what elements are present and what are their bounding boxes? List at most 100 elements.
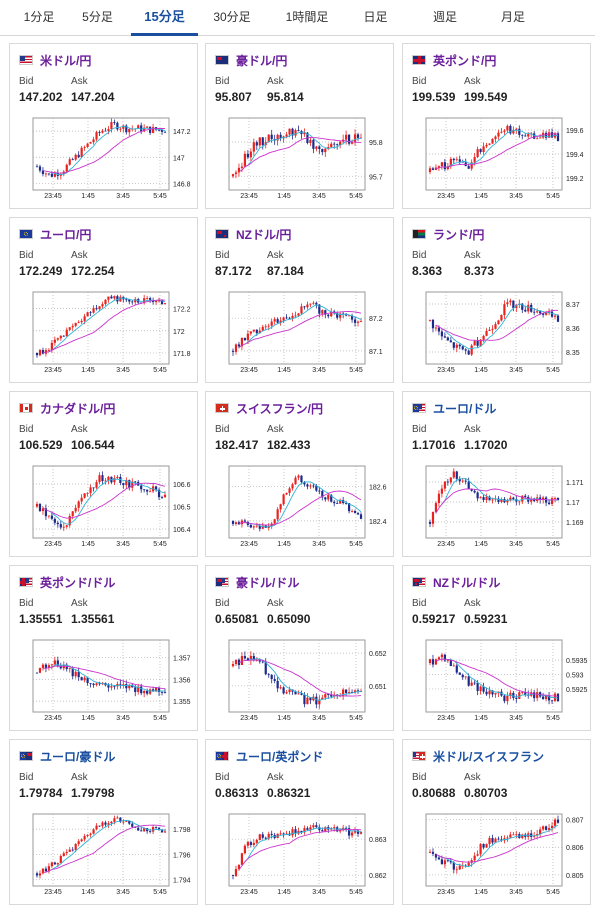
pair-name[interactable]: 米ドル/スイスフラン: [433, 749, 544, 764]
pair-name[interactable]: ランド/円: [433, 227, 485, 242]
card-title[interactable]: スイスフラン/円: [215, 401, 323, 416]
x-tick-label: 23:45: [437, 367, 455, 374]
card-title[interactable]: ユーロ/ドル: [412, 401, 497, 416]
rate-card[interactable]: 豪ドル/円 Bid Ask 95.807 95.814 95.8 95.7 23:45 1:45…: [205, 43, 394, 209]
rate-card[interactable]: ユーロ/英ポンド Bid Ask 0.86313 0.86321 0.863 0.862 23…: [205, 739, 394, 905]
candlestick-chart[interactable]: 0.652 0.651 23:45 1:45 3:45 5:45: [214, 636, 392, 722]
candle-body: [533, 311, 536, 313]
candlestick-chart[interactable]: 8.37 8.36 8.35 23:45 1:45 3:45 5:45: [411, 288, 589, 374]
card-title[interactable]: 米ドル/円: [19, 53, 92, 68]
pair-name[interactable]: 英ポンド/ドル: [40, 575, 116, 590]
tab-5[interactable]: 日足: [363, 10, 388, 24]
candlestick-chart[interactable]: 199.6 199.4 199.2 23:45 1:45 3:45 5:45: [411, 114, 589, 200]
candle-body: [279, 687, 282, 689]
rate-card[interactable]: ユーロ/円 Bid Ask 172.249 172.254 172.2 172 171.8 23…: [9, 217, 198, 383]
candlestick-chart[interactable]: 87.2 87.1 23:45 1:45 3:45 5:45: [214, 288, 392, 374]
plot-frame: [32, 639, 170, 713]
candle-body: [324, 148, 327, 153]
tab-7[interactable]: 月足: [500, 10, 525, 24]
candle-body: [291, 316, 294, 319]
candlestick-chart[interactable]: 0.807 0.806 0.805 23:45 1:45 3:45 5:45: [411, 810, 589, 896]
card-title[interactable]: ユーロ/豪ドル: [19, 749, 116, 764]
candle-body: [35, 672, 39, 674]
candlestick-chart[interactable]: 0.5935 0.593 0.5925 23:45 1:45 3:45 5:45: [411, 636, 589, 722]
pair-name[interactable]: NZドル/ドル: [433, 575, 501, 590]
rate-card[interactable]: ランド/円 Bid Ask 8.363 8.373 8.37 8.36 8.35 23:45 1:…: [402, 217, 591, 383]
candle-body: [270, 674, 273, 680]
pair-name[interactable]: ユーロ/英ポンド: [236, 749, 324, 764]
card-title[interactable]: ランド/円: [412, 227, 485, 242]
pair-name[interactable]: ユーロ/豪ドル: [40, 749, 116, 764]
candlestick-chart[interactable]: 1.357 1.356 1.355 23:45 1:45 3:45 5:45: [18, 636, 196, 722]
rate-card[interactable]: 米ドル/スイスフラン Bid Ask 0.80688 0.80703 0.807 0.806…: [402, 739, 591, 905]
card-title[interactable]: ユーロ/円: [19, 227, 92, 242]
candlestick-chart[interactable]: 106.6 106.5 106.4 23:45 1:45 3:45 5:45: [18, 462, 196, 548]
rate-card[interactable]: スイスフラン/円 Bid Ask 182.417 182.433 182.6 182.4 23…: [205, 391, 394, 557]
rate-card[interactable]: 豪ドル/ドル Bid Ask 0.65081 0.65090 0.652 0.651 23:4…: [205, 565, 394, 731]
card-title[interactable]: 豪ドル/円: [215, 53, 288, 68]
candle-body: [53, 339, 56, 343]
candle-body: [125, 684, 128, 689]
bid-value: 8.363: [412, 264, 443, 278]
pair-name[interactable]: NZドル/円: [236, 227, 292, 242]
candle-body: [350, 511, 354, 512]
candlestick-chart[interactable]: 182.6 182.4 23:45 1:45 3:45 5:45: [214, 462, 392, 548]
x-tick-label: 5:45: [153, 541, 167, 548]
candlestick-chart[interactable]: 172.2 172 171.8 23:45 1:45 3:45 5:45: [18, 288, 196, 374]
rate-card[interactable]: NZドル/円 Bid Ask 87.172 87.184 87.2 87.1 23:45 1:4…: [205, 217, 394, 383]
card-title[interactable]: 米ドル/スイスフラン: [412, 749, 544, 764]
candle-body: [246, 153, 249, 158]
card-title[interactable]: NZドル/ドル: [412, 575, 501, 590]
card-title[interactable]: 英ポンド/円: [412, 53, 497, 68]
rate-card[interactable]: カナダドル/円 Bid Ask 106.529 106.544 106.6 106.5 106…: [9, 391, 198, 557]
rate-card[interactable]: 英ポンド/ドル Bid Ask 1.35551 1.35561 1.357 1.356 1.3…: [9, 565, 198, 731]
candle-body: [452, 471, 455, 478]
candle-body: [515, 128, 518, 130]
tab-0[interactable]: 1分足: [23, 10, 55, 24]
pair-name[interactable]: カナダドル/円: [40, 401, 116, 416]
rate-card[interactable]: ユーロ/ドル Bid Ask 1.17016 1.17020 1.171 1.17 1.169…: [402, 391, 591, 557]
rate-card[interactable]: ユーロ/豪ドル Bid Ask 1.79784 1.79798 1.798 1.796 1.7…: [9, 739, 198, 905]
pair-name[interactable]: ユーロ/ドル: [433, 401, 497, 416]
card-title[interactable]: カナダドル/円: [19, 401, 116, 416]
card-title[interactable]: NZドル/円: [215, 227, 292, 242]
rate-card[interactable]: 米ドル/円 Bid Ask 147.202 147.204 147.2 147 146.8 23…: [9, 43, 198, 209]
pair-name[interactable]: スイスフラン/円: [236, 401, 323, 416]
rate-card[interactable]: NZドル/ドル Bid Ask 0.59217 0.59231 0.5935 0.593 0.…: [402, 565, 591, 731]
candle-body: [437, 493, 441, 504]
tab-2[interactable]: 15分足: [131, 0, 198, 36]
tab-4[interactable]: 1時間足: [285, 10, 329, 24]
candle-body: [336, 144, 339, 146]
candle-body: [550, 311, 554, 317]
candlestick-chart[interactable]: 95.8 95.7 23:45 1:45 3:45 5:45: [214, 114, 392, 200]
candle-body: [321, 310, 324, 314]
candle-body: [464, 349, 467, 351]
candle-body: [347, 315, 351, 317]
tab-1[interactable]: 5分足: [82, 10, 113, 24]
card-title[interactable]: 豪ドル/ドル: [215, 575, 300, 590]
candlestick-chart[interactable]: 147.2 147 146.8 23:45 1:45 3:45 5:45: [18, 114, 196, 200]
bid-value: 0.80688: [412, 786, 456, 800]
pair-name[interactable]: ユーロ/円: [40, 227, 92, 242]
candle-body: [497, 320, 500, 325]
plot-frame: [228, 291, 366, 365]
candlestick-chart[interactable]: 0.863 0.862 23:45 1:45 3:45 5:45: [214, 810, 392, 896]
candle-body: [160, 497, 164, 498]
candle-body: [431, 168, 435, 170]
candle-body: [440, 162, 444, 167]
rate-card[interactable]: 英ポンド/円 Bid Ask 199.539 199.549 199.6 199.4 199.…: [402, 43, 591, 209]
tab-3[interactable]: 30分足: [213, 10, 251, 24]
ma-long-line: [238, 829, 361, 871]
card-title[interactable]: 英ポンド/ドル: [19, 575, 116, 590]
card-title[interactable]: ユーロ/英ポンド: [215, 749, 324, 764]
pair-name[interactable]: 豪ドル/ドル: [236, 575, 300, 590]
pair-name[interactable]: 英ポンド/円: [433, 53, 497, 68]
candle-body: [350, 692, 354, 693]
candlestick-chart[interactable]: 1.798 1.796 1.794 23:45 1:45 3:45 5:45: [18, 810, 196, 896]
pair-name[interactable]: 豪ドル/円: [236, 53, 288, 68]
y-tick-label: 1.169: [566, 520, 584, 527]
candle-body: [151, 300, 155, 303]
candlestick-chart[interactable]: 1.171 1.17 1.169 23:45 1:45 3:45 5:45: [411, 462, 589, 548]
tab-6[interactable]: 週足: [432, 10, 457, 24]
pair-name[interactable]: 米ドル/円: [40, 53, 92, 68]
